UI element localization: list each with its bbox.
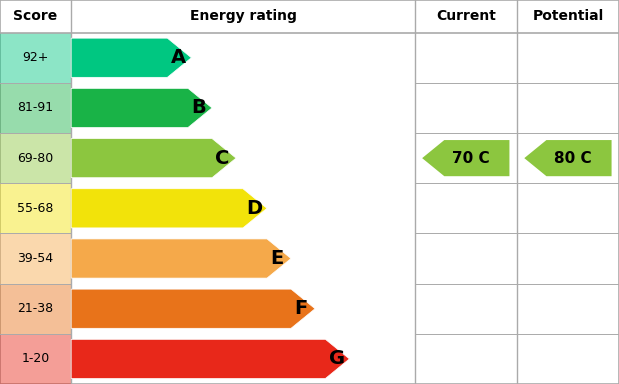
Bar: [0, 133, 71, 183]
Bar: [0, 33, 71, 83]
Text: E: E: [270, 249, 284, 268]
Polygon shape: [422, 140, 509, 176]
Text: 92+: 92+: [22, 51, 49, 64]
Text: 1-20: 1-20: [22, 353, 50, 366]
Bar: [0, 233, 71, 284]
Text: 81-91: 81-91: [17, 101, 54, 114]
Text: 39-54: 39-54: [17, 252, 54, 265]
Polygon shape: [71, 289, 315, 328]
Bar: [0, 334, 71, 384]
Polygon shape: [71, 38, 191, 77]
Text: C: C: [215, 149, 230, 168]
Polygon shape: [71, 189, 267, 228]
Bar: [0, 183, 71, 233]
Text: A: A: [170, 48, 186, 67]
Text: Current: Current: [436, 9, 496, 23]
Text: 70 C: 70 C: [452, 151, 490, 166]
Text: G: G: [329, 349, 345, 368]
Text: 55-68: 55-68: [17, 202, 54, 215]
Text: 80 C: 80 C: [554, 151, 592, 166]
Text: D: D: [246, 199, 262, 218]
Text: F: F: [294, 299, 308, 318]
Text: Score: Score: [14, 9, 58, 23]
Text: Energy rating: Energy rating: [189, 9, 297, 23]
Polygon shape: [71, 339, 349, 379]
Polygon shape: [71, 239, 291, 278]
Text: B: B: [191, 98, 206, 118]
Polygon shape: [71, 88, 212, 127]
Bar: [0, 83, 71, 133]
Polygon shape: [71, 139, 236, 178]
Text: 21-38: 21-38: [17, 302, 54, 315]
Polygon shape: [524, 140, 612, 176]
Text: Potential: Potential: [532, 9, 604, 23]
Bar: [0, 284, 71, 334]
Text: 69-80: 69-80: [17, 152, 54, 165]
